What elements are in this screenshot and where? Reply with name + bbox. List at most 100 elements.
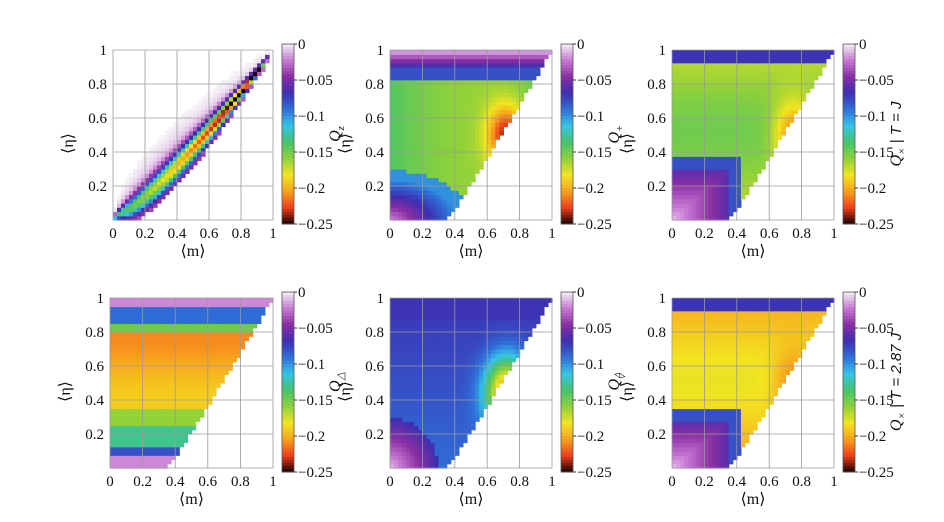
heatmap-cell <box>724 126 730 132</box>
heatmap-cell <box>765 67 770 72</box>
heatmap-cell <box>398 173 403 179</box>
heatmap-cell <box>406 349 411 354</box>
heatmap-cell <box>503 58 509 64</box>
heatmap-cell <box>450 194 456 200</box>
heatmap-cell <box>183 429 189 435</box>
heatmap-cell <box>446 96 452 102</box>
heatmap-cell <box>233 96 238 102</box>
heatmap-cell <box>466 71 472 77</box>
heatmap-cell <box>118 327 123 333</box>
heatmap-cell <box>122 306 127 312</box>
heatmap-cell <box>708 215 714 221</box>
heatmap-cell <box>454 139 460 145</box>
heatmap-cell <box>450 391 456 397</box>
heatmap-cell <box>716 143 722 149</box>
heatmap-cell <box>390 442 395 448</box>
heatmap-cell <box>442 463 448 469</box>
heatmap-cell <box>430 400 436 405</box>
heatmap-cell <box>748 71 754 77</box>
heatmap-cell <box>809 58 815 64</box>
heatmap-cell <box>130 383 136 388</box>
heatmap-cell <box>199 327 205 333</box>
heatmap-cell <box>167 327 172 333</box>
heatmap-cell <box>126 391 131 397</box>
x-tick-label: 0 <box>668 226 676 242</box>
heatmap-cell <box>704 135 710 140</box>
heatmap-cell <box>438 126 444 132</box>
heatmap-cell <box>110 357 115 363</box>
heatmap-cell <box>430 126 436 132</box>
heatmap-cell <box>175 332 180 337</box>
heatmap-cell <box>390 446 395 452</box>
heatmap-cell <box>696 113 701 119</box>
colorbar-segment <box>282 427 294 431</box>
heatmap-cell <box>720 113 726 119</box>
heatmap-cell <box>158 366 164 371</box>
heatmap-cell <box>511 75 517 81</box>
heatmap-cell <box>688 160 693 166</box>
heatmap-cell <box>158 391 164 397</box>
heatmap-cell <box>146 323 152 329</box>
colorbar-segment <box>843 125 855 129</box>
heatmap-cell <box>398 408 403 414</box>
heatmap-cell <box>130 459 136 465</box>
heatmap-cell <box>716 62 722 68</box>
heatmap-cell <box>672 54 677 60</box>
heatmap-cell <box>789 58 795 64</box>
heatmap-cell <box>149 203 154 208</box>
colorbar-segment <box>561 50 573 54</box>
heatmap-cell <box>479 50 484 55</box>
heatmap-cell <box>438 434 444 439</box>
heatmap-cell <box>118 404 123 410</box>
heatmap-cell <box>134 455 140 461</box>
heatmap-cell <box>390 349 395 354</box>
heatmap-cell <box>426 96 432 102</box>
heatmap-cell <box>442 412 448 418</box>
heatmap-cell <box>426 370 432 376</box>
heatmap-cell <box>229 75 234 81</box>
heatmap-cell <box>716 71 722 77</box>
heatmap-cell <box>777 75 782 81</box>
colorbar-segment <box>561 170 573 174</box>
heatmap-cell <box>398 319 403 325</box>
heatmap-cell <box>162 327 168 333</box>
heatmap-cell <box>406 207 411 213</box>
heatmap-cell <box>748 126 754 132</box>
heatmap-cell <box>684 156 689 162</box>
heatmap-cell <box>394 302 399 308</box>
heatmap-cell <box>402 126 407 132</box>
heatmap-cell <box>138 298 144 303</box>
heatmap-cell <box>434 298 440 303</box>
heatmap-cell <box>511 50 517 55</box>
heatmap-cell <box>430 58 436 64</box>
heatmap-cell <box>672 164 677 170</box>
heatmap-cell <box>475 54 480 60</box>
heatmap-cell <box>736 169 742 174</box>
heatmap-cell <box>446 147 452 153</box>
heatmap-cell <box>390 451 395 456</box>
heatmap-cell <box>466 412 472 418</box>
heatmap-cell <box>753 67 758 72</box>
heatmap-cell <box>446 58 452 64</box>
heatmap-cell <box>495 135 500 140</box>
heatmap-cell <box>450 164 456 170</box>
heatmap-cell <box>199 310 205 316</box>
heatmap-cell <box>229 84 234 89</box>
heatmap-cell <box>209 113 214 119</box>
heatmap-cell <box>402 417 407 422</box>
heatmap-cell <box>446 143 452 149</box>
heatmap-cell <box>700 84 705 89</box>
heatmap-cell <box>805 75 811 81</box>
heatmap-cell <box>813 54 819 60</box>
heatmap-cell <box>430 332 436 337</box>
panel-bottom-middle: 0 0.2 0.4 0.6 0.8 10.20.40.60.81⟨m⟩⟨η⟩0−0.05−… <box>337 285 626 508</box>
heatmap-cell <box>418 327 423 333</box>
heatmap-cell <box>487 88 492 94</box>
heatmap-cell <box>217 109 222 115</box>
heatmap-cell <box>757 109 762 115</box>
heatmap-cell <box>197 156 202 162</box>
heatmap-cell <box>402 169 407 174</box>
heatmap-cell <box>189 130 194 136</box>
heatmap-cell <box>454 152 460 157</box>
heatmap-cell <box>519 71 525 77</box>
